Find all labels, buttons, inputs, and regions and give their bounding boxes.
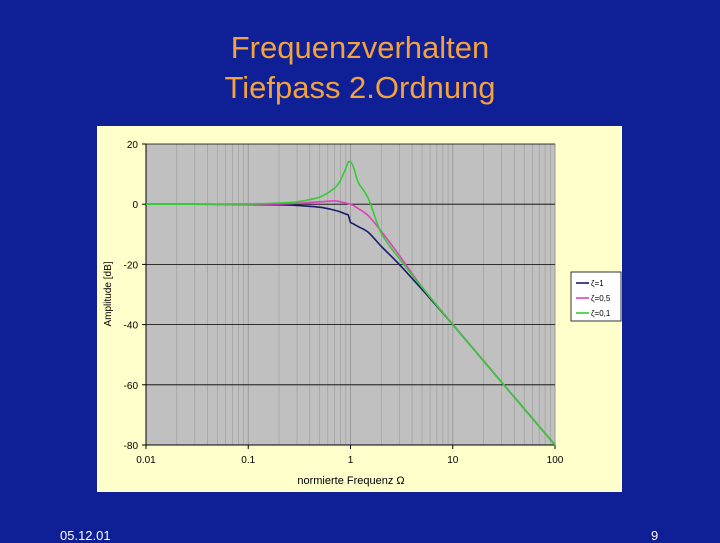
y-tick-label: -80	[124, 441, 139, 452]
axes: 20 0 -20 -40 -60 -80 0.01 0.1 1 10 100	[124, 140, 564, 466]
series-line-1	[145, 203, 556, 446]
chart-panel: 20 0 -20 -40 -60 -80 0.01 0.1 1 10 100 Amplitude […	[97, 126, 622, 492]
x-axis-label: normierte Frequenz Ω	[297, 475, 404, 487]
legend-label-1: ζ=1	[591, 279, 604, 288]
page-number: 9	[651, 528, 659, 543]
legend-entries: ζ=1 ζ=0,5 ζ=0,1	[576, 279, 611, 318]
slide-title-line-1: Frequenzverhalten	[230, 30, 490, 65]
y-tick-label: -20	[124, 260, 139, 271]
y-axis-label: Amplitude [dB]	[103, 261, 114, 326]
frequency-response-chart: 20 0 -20 -40 -60 -80 0.01 0.1 1 10 100 Amplitude […	[103, 140, 622, 487]
legend-label-3: ζ=0,1	[591, 309, 611, 318]
x-tick-label: 10	[447, 455, 459, 466]
x-tick-label: 1	[348, 455, 354, 466]
slide-title-line-2: Tiefpass 2.Ordnung	[224, 70, 496, 105]
y-tick-label: -40	[124, 321, 139, 332]
x-tick-label: 0.1	[241, 455, 255, 466]
slide-title: Frequenzverhalten Tiefpass 2.Ordnung	[0, 28, 720, 108]
footer-date: 05.12.01	[60, 528, 111, 543]
y-tick-label: -60	[124, 381, 139, 392]
series-lines	[145, 160, 556, 446]
y-tick-label: 20	[127, 140, 139, 151]
grid-lines	[145, 143, 556, 446]
legend: ζ=1 ζ=0,5 ζ=0,1	[570, 271, 622, 322]
legend-label-2: ζ=0,5	[591, 294, 611, 303]
x-tick-label: 100	[547, 455, 564, 466]
series-line-3	[145, 160, 556, 446]
x-tick-label: 0.01	[136, 455, 156, 466]
y-tick-label: 0	[132, 200, 138, 211]
